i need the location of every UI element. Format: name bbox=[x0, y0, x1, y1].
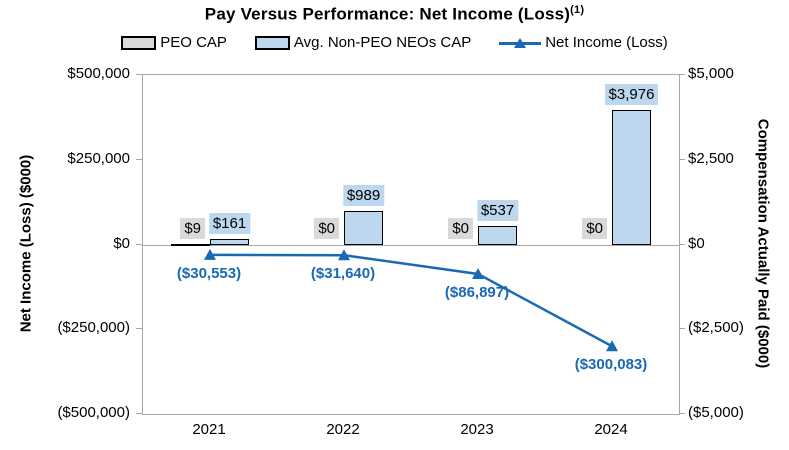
right-axis-tick-mark bbox=[679, 413, 685, 414]
left-axis-tick-label: $0 bbox=[113, 234, 130, 252]
left-axis-tick-label: $500,000 bbox=[67, 65, 130, 82]
chart-title-footnote-marker: (1) bbox=[570, 4, 585, 16]
left-axis-tick-mark bbox=[136, 328, 142, 330]
left-axis-tick-mark bbox=[136, 413, 142, 414]
right-axis-tick-label: ($5,000) bbox=[688, 404, 744, 421]
right-axis-tick-mark bbox=[679, 328, 685, 330]
peo-cap-bar-2021 bbox=[171, 243, 210, 246]
avg-neo-cap-value-label-2022: $989 bbox=[342, 184, 385, 206]
right-axis-tick-label: $5,000 bbox=[688, 65, 734, 82]
x-axis-label-2024: 2024 bbox=[594, 421, 628, 438]
right-axis-tick-label: ($2,500) bbox=[688, 319, 744, 337]
chart-title-text: Pay Versus Performance: Net Income (Loss… bbox=[204, 4, 571, 24]
left-axis-tick-mark bbox=[136, 74, 142, 75]
avg-neo-cap-value-label-2023: $537 bbox=[476, 200, 519, 222]
net-income-marker-icon bbox=[472, 267, 484, 279]
right-axis-tick-mark bbox=[679, 243, 685, 245]
legend-label-avg-neo-cap: Avg. Non-PEO NEOs CAP bbox=[293, 34, 472, 51]
left-axis-tick-mark bbox=[136, 158, 142, 160]
legend-label-net-income: Net Income (Loss) bbox=[545, 34, 668, 51]
chart-legend: PEO CAP Avg. Non-PEO NEOs CAP Net Income… bbox=[0, 34, 789, 51]
peo-cap-value-label-2021: $9 bbox=[180, 217, 205, 239]
x-axis-label-2023: 2023 bbox=[460, 421, 494, 438]
net-income-value-label-2023: ($86,897) bbox=[444, 283, 510, 301]
right-axis-tick-mark bbox=[679, 158, 685, 160]
legend-item-avg-neo-cap: Avg. Non-PEO NEOs CAP bbox=[254, 34, 472, 51]
avg-neo-cap-swatch-icon bbox=[254, 35, 290, 50]
left-axis-tick-label: ($250,000) bbox=[57, 319, 130, 337]
net-income-value-label-2022: ($31,640) bbox=[310, 265, 376, 283]
peo-cap-value-label-2022: $0 bbox=[314, 217, 339, 239]
right-axis-title: Compensation Actually Paid ($000) bbox=[754, 118, 772, 368]
net-income-value-label-2021: ($30,553) bbox=[176, 264, 242, 282]
net-income-value-label-2024: ($300,083) bbox=[574, 356, 648, 374]
net-income-line-swatch-icon bbox=[499, 37, 542, 49]
peo-cap-value-label-2024: $0 bbox=[582, 217, 607, 239]
left-axis-tick-mark bbox=[136, 243, 142, 245]
legend-item-net-income: Net Income (Loss) bbox=[499, 34, 668, 51]
plot-area: $9 $161 $0 $989 $0 $537 $0 $3,976 bbox=[142, 74, 680, 415]
right-axis-tick-label: $0 bbox=[688, 234, 705, 252]
avg-neo-cap-bar-2023 bbox=[478, 226, 517, 246]
chart-title: Pay Versus Performance: Net Income (Loss… bbox=[0, 4, 789, 25]
avg-neo-cap-value-label-2021: $161 bbox=[208, 213, 251, 235]
avg-neo-cap-bar-2022 bbox=[344, 210, 383, 246]
right-axis-tick-mark bbox=[679, 74, 685, 75]
net-income-marker-icon bbox=[606, 340, 618, 352]
left-axis-tick-label: ($500,000) bbox=[57, 404, 130, 421]
legend-item-peo-cap: PEO CAP bbox=[121, 34, 227, 51]
legend-label-peo-cap: PEO CAP bbox=[160, 34, 227, 51]
x-axis-label-2022: 2022 bbox=[326, 421, 360, 438]
peo-cap-swatch-icon bbox=[121, 35, 157, 50]
net-income-marker-icon bbox=[338, 249, 350, 261]
right-axis-tick-label: $2,500 bbox=[688, 149, 734, 167]
avg-neo-cap-bar-2021 bbox=[210, 239, 249, 246]
avg-neo-cap-bar-2024 bbox=[612, 109, 651, 246]
left-axis-tick-label: $250,000 bbox=[67, 149, 130, 167]
avg-neo-cap-value-label-2024: $3,976 bbox=[604, 83, 659, 105]
peo-cap-value-label-2023: $0 bbox=[448, 217, 473, 239]
net-income-marker-icon bbox=[204, 248, 216, 260]
zero-gridline bbox=[143, 244, 679, 246]
x-axis-label-2021: 2021 bbox=[192, 421, 226, 438]
